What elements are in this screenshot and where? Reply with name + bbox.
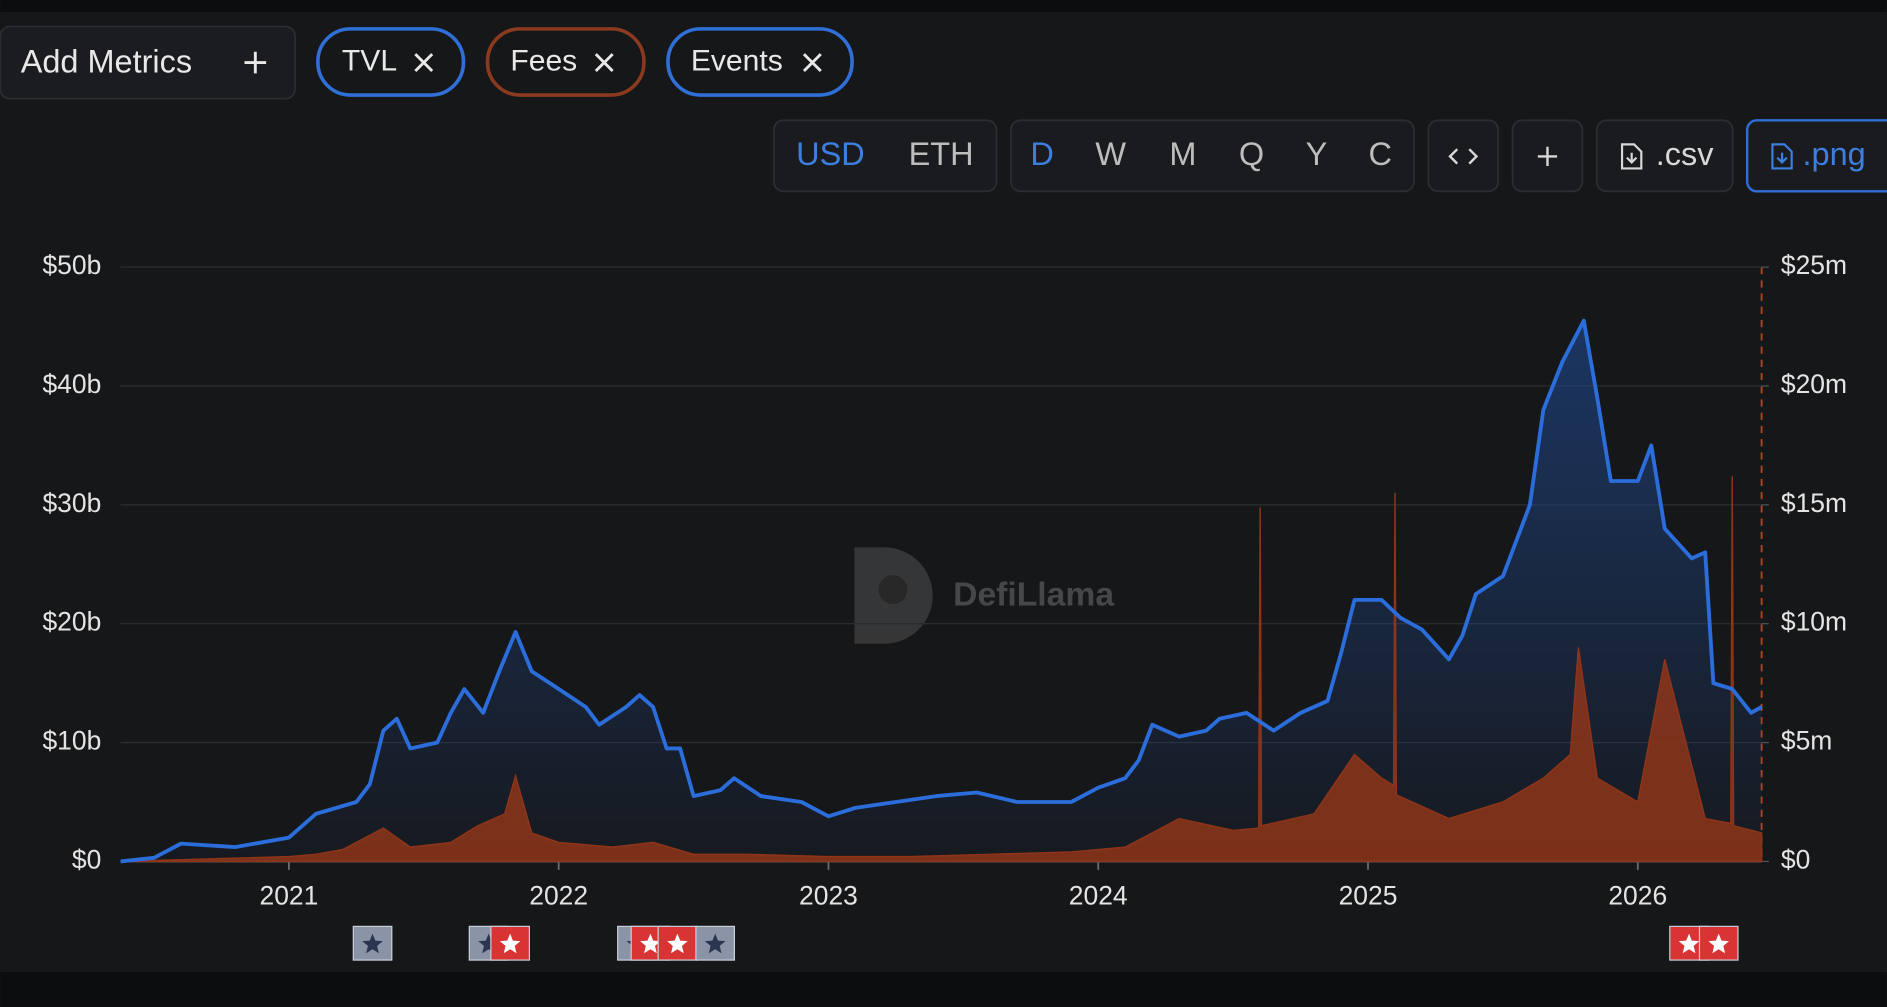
png-button[interactable]: .png: [1745, 119, 1887, 193]
event-box: [352, 925, 393, 961]
event-marker[interactable]: [695, 925, 736, 961]
event-marker[interactable]: [657, 925, 698, 961]
tvl-line: [120, 318, 1763, 864]
currency-group: [772, 119, 998, 193]
period-option[interactable]: C: [1369, 136, 1392, 172]
y-tick-label: $40b: [42, 369, 101, 399]
y2-tick-label: $0: [1781, 844, 1810, 874]
y-tick-label: $30b: [42, 488, 101, 518]
fees-chip[interactable]: Fees: [485, 27, 646, 97]
chip-label: Events: [691, 44, 783, 77]
event-star: [667, 933, 688, 954]
period-option[interactable]: W: [1095, 136, 1126, 172]
event-star: [640, 933, 661, 954]
y-tick-label: $0: [72, 844, 101, 874]
event-marker[interactable]: [1698, 925, 1739, 961]
x-tick-label: 2021: [259, 881, 318, 911]
period-option[interactable]: Q: [1239, 136, 1264, 172]
watermark: DefiLlama: [854, 547, 1114, 644]
add-metrics-button[interactable]: Add Metrics: [0, 25, 296, 100]
tvl-chip[interactable]: TVL: [316, 27, 466, 97]
chip-label: TVL: [342, 44, 397, 77]
chip-label: Fees: [510, 44, 577, 77]
y2-tick-label: $25m: [1781, 250, 1847, 280]
add-metrics-label: Add Metrics: [21, 43, 192, 79]
top-strip: [0, 0, 1887, 13]
tvl-area: [120, 320, 1762, 862]
x-tick-label: 2024: [1069, 881, 1128, 911]
period-option[interactable]: D: [1030, 136, 1053, 172]
plot: $0 $10b $20b $30b $40b $50b $0 $5m $10m $15m $20m $…: [42, 250, 1847, 961]
event-box: [657, 925, 698, 961]
event-marker[interactable]: [352, 925, 393, 961]
event-star: [704, 933, 726, 954]
event-star: [362, 933, 383, 954]
x-tick-label: 2026: [1608, 881, 1667, 911]
add-button[interactable]: [1511, 119, 1584, 193]
period-group: [1009, 119, 1415, 193]
embed-button[interactable]: [1427, 119, 1500, 193]
period-option[interactable]: M: [1169, 136, 1196, 172]
y2-tick-label: $5m: [1781, 726, 1832, 756]
y2-tick-label: $15m: [1781, 488, 1847, 518]
y-tick-label: $50b: [42, 250, 101, 280]
event-star: [1708, 933, 1730, 954]
y-tick-label: $10b: [42, 726, 101, 756]
x-tick-label: 2022: [529, 881, 588, 911]
x-tick-label: 2023: [799, 881, 858, 911]
y2-tick-label: $10m: [1781, 607, 1847, 637]
png-label: .png: [1803, 136, 1866, 172]
event-star: [1678, 933, 1700, 954]
csv-button[interactable]: .csv: [1595, 119, 1734, 193]
currency-option[interactable]: USD: [796, 136, 865, 172]
bottom-strip: [0, 972, 1887, 1007]
y2-tick-label: $20m: [1781, 369, 1847, 399]
x-tick-label: 2025: [1339, 881, 1398, 911]
currency-option[interactable]: ETH: [909, 136, 974, 172]
y-tick-label: $20b: [42, 607, 101, 637]
watermark-text: DefiLlama: [953, 577, 1114, 614]
events-chip[interactable]: Events: [666, 27, 854, 97]
period-option[interactable]: Y: [1306, 136, 1328, 172]
fees-area: [120, 476, 1763, 863]
csv-label: .csv: [1656, 136, 1714, 172]
event-star: [499, 933, 521, 954]
event-marker[interactable]: [490, 925, 530, 961]
